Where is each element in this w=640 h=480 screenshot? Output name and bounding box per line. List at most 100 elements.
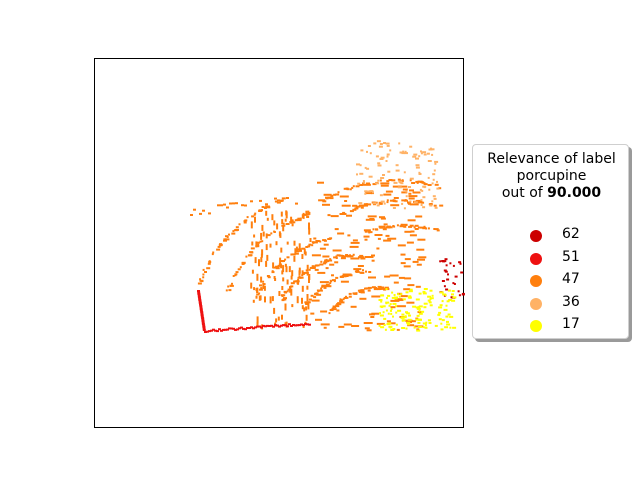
relevance-mark-47 — [311, 266, 316, 269]
relevance-mark-47 — [250, 282, 253, 289]
relevance-mark-47 — [406, 301, 415, 304]
relevance-mark-51 — [244, 328, 247, 331]
relevance-mark-47 — [391, 179, 396, 182]
legend-entry-36: 36 — [473, 293, 630, 315]
relevance-mark-47 — [303, 307, 306, 312]
relevance-mark-17 — [387, 294, 391, 297]
relevance-mark-47 — [266, 254, 269, 261]
relevance-mark-51 — [284, 324, 287, 327]
relevance-mark-47 — [315, 264, 320, 267]
relevance-mark-47 — [375, 288, 378, 290]
relevance-mark-51 — [290, 325, 293, 327]
relevance-mark-47 — [320, 287, 323, 290]
relevance-mark-17 — [379, 312, 381, 315]
relevance-mark-17 — [415, 306, 420, 309]
relevance-mark-51 — [216, 330, 219, 333]
relevance-mark-47 — [377, 237, 381, 240]
relevance-mark-51 — [248, 327, 251, 329]
relevance-mark-17 — [418, 305, 423, 308]
relevance-mark-17 — [389, 303, 392, 306]
relevance-mark-47 — [190, 214, 193, 216]
relevance-mark-47 — [228, 233, 230, 236]
relevance-mark-36 — [418, 173, 422, 175]
relevance-mark-17 — [392, 315, 394, 318]
relevance-mark-47 — [202, 268, 205, 271]
relevance-mark-47 — [319, 247, 326, 250]
relevance-mark-47 — [229, 202, 232, 205]
relevance-mark-51 — [202, 324, 206, 327]
relevance-mark-47 — [371, 295, 381, 298]
relevance-mark-47 — [359, 204, 368, 207]
relevance-mark-47 — [308, 222, 310, 230]
relevance-mark-47 — [308, 243, 312, 246]
relevance-mark-47 — [204, 271, 207, 273]
relevance-mark-47 — [370, 316, 375, 318]
relevance-mark-51 — [224, 328, 227, 331]
relevance-mark-47 — [324, 259, 333, 262]
relevance-mark-51 — [197, 293, 201, 295]
relevance-mark-47 — [199, 278, 202, 281]
relevance-mark-47 — [352, 239, 358, 242]
relevance-mark-17 — [405, 312, 410, 315]
relevance-mark-47 — [371, 259, 375, 262]
relevance-mark-47 — [261, 249, 264, 256]
relevance-mark-47 — [417, 226, 420, 229]
relevance-mark-47 — [386, 201, 389, 204]
relevance-mark-47 — [335, 305, 340, 308]
relevance-mark-47 — [301, 297, 303, 304]
relevance-mark-47 — [366, 329, 372, 332]
relevance-mark-47 — [360, 271, 365, 274]
relevance-mark-62 — [445, 288, 449, 291]
relevance-mark-17 — [394, 297, 398, 300]
relevance-mark-47 — [321, 285, 324, 288]
relevance-mark-47 — [389, 274, 399, 277]
relevance-mark-47 — [295, 246, 298, 251]
relevance-mark-17 — [385, 302, 388, 305]
relevance-mark-17 — [389, 326, 392, 329]
relevance-mark-47 — [299, 217, 302, 220]
relevance-mark-47 — [400, 223, 408, 226]
relevance-mark-47 — [258, 292, 261, 295]
legend-title-line3: out of 90.000 — [473, 185, 630, 202]
relevance-mark-47 — [378, 225, 386, 228]
relevance-mark-47 — [298, 270, 301, 276]
relevance-mark-62 — [458, 261, 462, 264]
relevance-mark-47 — [439, 204, 444, 207]
relevance-mark-47 — [408, 197, 415, 200]
relevance-mark-17 — [427, 299, 431, 302]
relevance-mark-47 — [260, 253, 263, 258]
relevance-mark-47 — [368, 231, 373, 234]
relevance-mark-47 — [352, 185, 355, 188]
relevance-mark-47 — [281, 286, 284, 290]
relevance-mark-47 — [357, 289, 360, 292]
relevance-mark-51 — [238, 327, 241, 330]
relevance-mark-17 — [429, 304, 433, 307]
relevance-mark-17 — [444, 294, 447, 297]
relevance-mark-47 — [265, 233, 268, 239]
relevance-mark-47 — [285, 266, 288, 273]
relevance-mark-51 — [242, 327, 245, 330]
relevance-mark-47 — [399, 225, 404, 228]
relevance-mark-17 — [452, 296, 457, 299]
relevance-mark-36 — [386, 155, 389, 158]
relevance-mark-47 — [290, 282, 295, 285]
relevance-mark-47 — [322, 203, 330, 206]
relevance-mark-47 — [388, 322, 396, 325]
relevance-mark-47 — [380, 184, 389, 187]
relevance-mark-47 — [388, 179, 393, 181]
relevance-mark-47 — [344, 255, 354, 258]
relevance-mark-17 — [416, 307, 421, 310]
relevance-mark-47 — [365, 270, 367, 273]
relevance-mark-36 — [422, 151, 427, 154]
relevance-mark-47 — [403, 265, 411, 268]
relevance-mark-17 — [401, 313, 405, 316]
relevance-mark-47 — [410, 230, 415, 233]
relevance-mark-47 — [259, 240, 262, 243]
relevance-mark-17 — [451, 290, 455, 292]
relevance-mark-17 — [437, 313, 441, 316]
relevance-mark-47 — [417, 238, 426, 241]
relevance-mark-47 — [348, 295, 352, 298]
relevance-mark-17 — [444, 326, 449, 329]
relevance-mark-17 — [379, 314, 384, 317]
relevance-mark-47 — [365, 287, 369, 290]
